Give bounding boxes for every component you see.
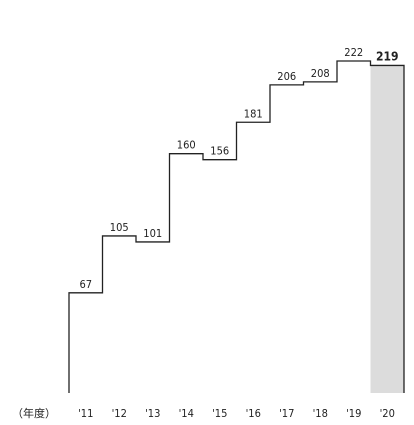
x-tick-label: '11	[78, 407, 93, 420]
data-label: 105	[110, 221, 129, 234]
x-tick-label: '17	[279, 407, 294, 420]
data-label: 222	[344, 46, 363, 59]
data-label: 160	[177, 139, 196, 152]
x-tick-label: '13	[145, 407, 160, 420]
x-tick-label: '19	[346, 407, 361, 420]
x-tick-label: '15	[212, 407, 227, 420]
x-tick-label: '16	[246, 407, 261, 420]
data-label: 181	[244, 107, 263, 120]
x-tick-label: '12	[112, 407, 127, 420]
data-label: 101	[143, 227, 162, 240]
x-tick-label: '14	[179, 407, 194, 420]
x-tick-label: '18	[313, 407, 328, 420]
data-label: 219	[376, 49, 399, 63]
data-label: 67	[79, 278, 92, 291]
highlight-column	[370, 65, 404, 393]
data-label: 206	[277, 70, 296, 83]
data-label: 208	[311, 67, 330, 80]
x-tick-label: '20	[380, 407, 395, 420]
data-label: 156	[210, 145, 229, 158]
series-step-line	[68, 60, 405, 393]
x-axis-unit-label: （年度）	[12, 406, 56, 420]
